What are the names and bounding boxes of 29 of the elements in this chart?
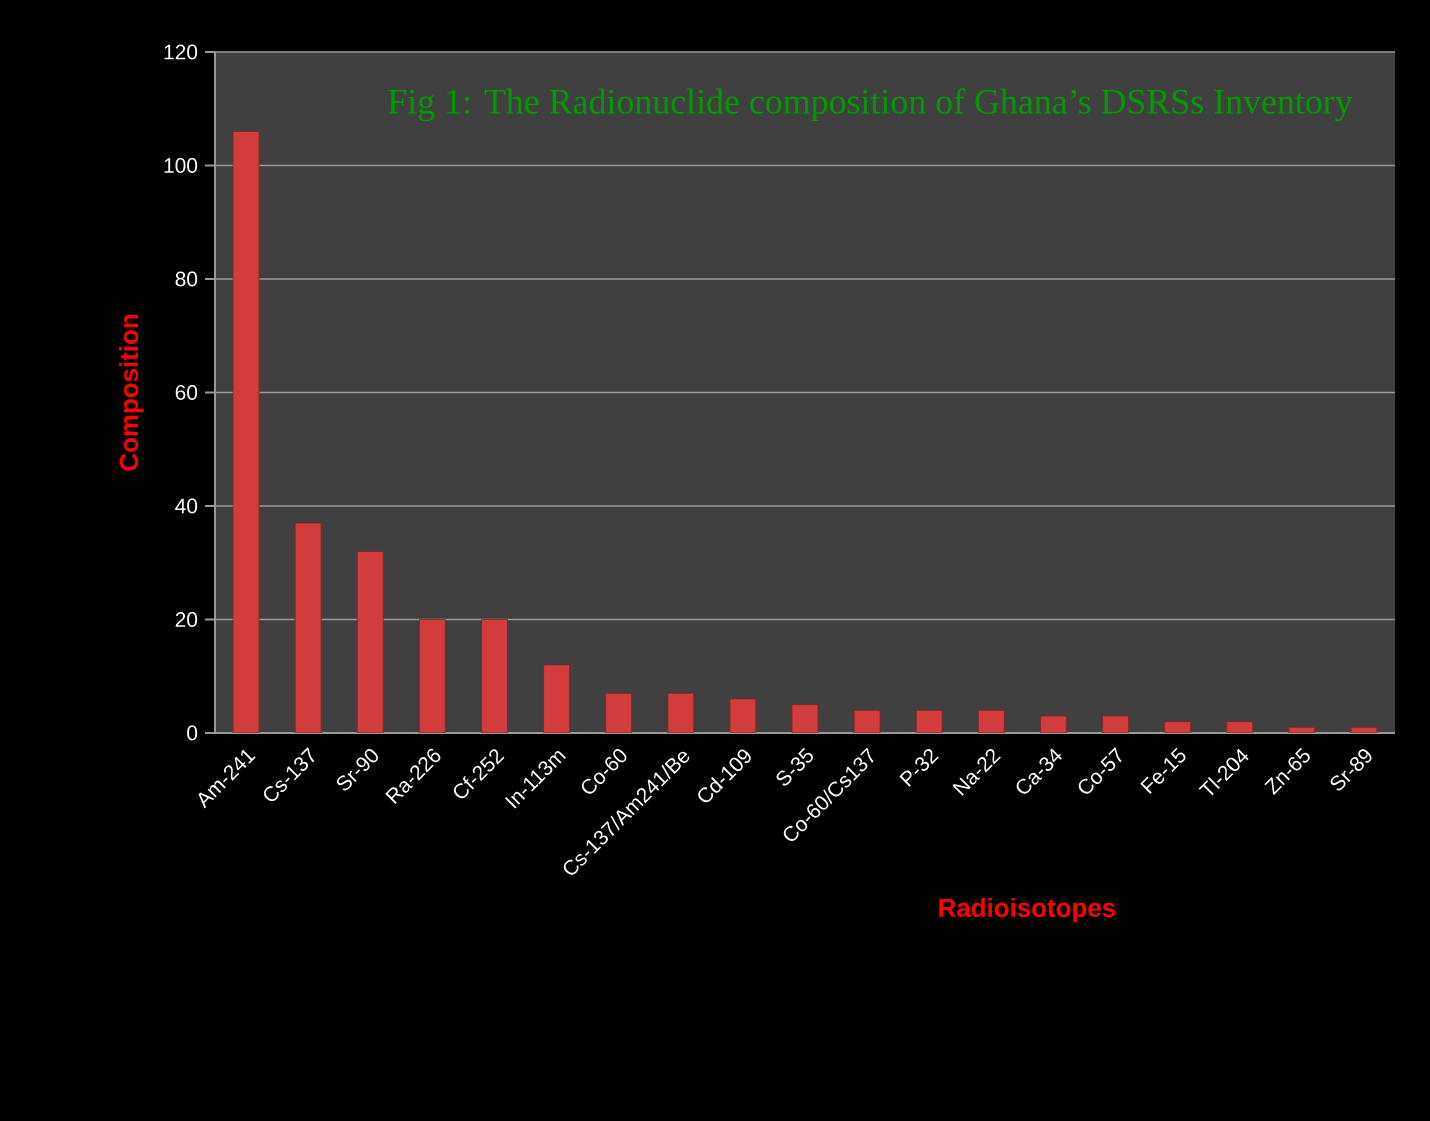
- bar: [729, 698, 757, 733]
- bar: [481, 619, 508, 733]
- bar: [543, 664, 570, 733]
- y-tick-label: 60: [175, 385, 198, 400]
- x-axis-title: Radioisotopes: [939, 897, 1116, 923]
- bar: [1288, 726, 1316, 733]
- y-tick-label: 40: [175, 498, 198, 514]
- y-tick-label: 120: [164, 44, 198, 60]
- y-tick-label: 80: [175, 271, 198, 287]
- bar: [294, 522, 322, 733]
- bar: [1350, 726, 1378, 733]
- bar: [667, 692, 695, 733]
- bar: [915, 709, 943, 733]
- y-tick-label: 0: [187, 725, 198, 741]
- y-tick-label: 20: [175, 612, 198, 627]
- bar: [977, 709, 1005, 733]
- bar: [605, 692, 633, 733]
- bar: [1164, 721, 1192, 733]
- bar: [232, 131, 260, 733]
- text: Fig 1: The Radionuclide composition of Ghana’s DSRSs Inventory: [388, 88, 1353, 122]
- y-axis-title: Composition: [119, 314, 144, 471]
- bar: [791, 704, 819, 733]
- bar: [418, 619, 446, 733]
- bar: [853, 709, 881, 733]
- y-tick-label: 100: [164, 158, 198, 173]
- bar: [1040, 715, 1067, 733]
- bar: [1102, 715, 1129, 733]
- bar: [1226, 721, 1254, 733]
- bar: [356, 551, 384, 733]
